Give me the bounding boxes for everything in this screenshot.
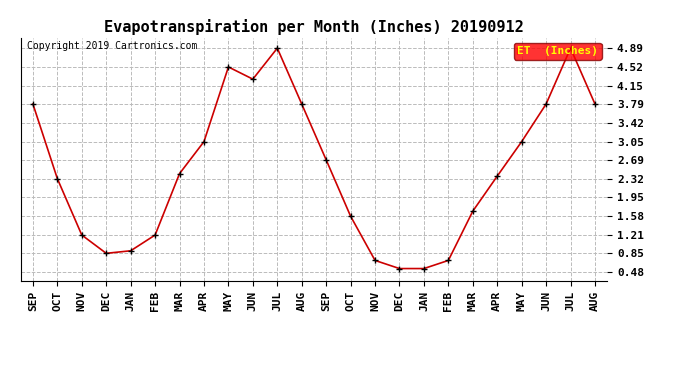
Legend: ET  (Inches): ET (Inches) — [514, 43, 602, 60]
Text: Copyright 2019 Cartronics.com: Copyright 2019 Cartronics.com — [26, 41, 197, 51]
Title: Evapotranspiration per Month (Inches) 20190912: Evapotranspiration per Month (Inches) 20… — [104, 19, 524, 35]
